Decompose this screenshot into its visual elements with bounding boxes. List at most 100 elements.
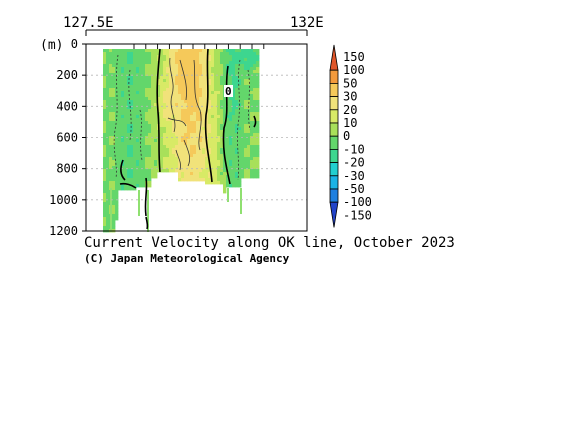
field-cell [136, 145, 140, 149]
field-cell [223, 115, 227, 119]
field-cell [253, 112, 257, 116]
field-cell [196, 97, 200, 101]
field-cell [253, 82, 257, 86]
field-cell [145, 64, 149, 68]
field-cell [157, 91, 161, 95]
field-cell [139, 94, 143, 98]
field-cell [115, 193, 119, 197]
field-column [110, 188, 112, 232]
field-cell [220, 79, 224, 83]
field-cell [223, 64, 227, 68]
field-cell [229, 157, 233, 161]
colorbar-label: 50 [343, 76, 357, 90]
field-cell [190, 88, 194, 92]
colorbar [329, 44, 339, 228]
field-cell [103, 193, 107, 197]
field-cell [133, 55, 137, 59]
field-cell [115, 214, 119, 218]
field-cell [109, 169, 113, 173]
field-cell [238, 82, 242, 86]
field-cell [238, 76, 242, 80]
field-cell [208, 127, 212, 131]
field-cell [214, 139, 218, 143]
field-cell [115, 112, 119, 116]
field-cell [142, 145, 146, 149]
field-cell [232, 73, 236, 77]
field-cell [136, 70, 140, 74]
field-cell [160, 70, 164, 74]
field-cell [145, 100, 149, 104]
field-cell [208, 58, 212, 62]
field-cell [103, 184, 107, 188]
field-cell [217, 127, 221, 131]
field-cell [103, 55, 107, 59]
field-cell [124, 169, 128, 173]
field-cell [196, 64, 200, 68]
field-cell [103, 100, 107, 104]
field-cell [232, 85, 236, 89]
field-cell [103, 82, 107, 86]
field-cell [112, 136, 116, 140]
field-cell [223, 139, 227, 143]
field-cell [190, 73, 194, 77]
field-cell [256, 76, 260, 80]
field-cell [148, 133, 152, 137]
field-cell [208, 61, 212, 65]
field-cell [226, 115, 230, 119]
field-cell [244, 130, 248, 134]
field-cell [199, 79, 203, 83]
field-cell [151, 124, 155, 128]
field-cell [178, 157, 182, 161]
field-cell [175, 130, 179, 134]
field-cell [196, 52, 200, 56]
field-cell [121, 121, 125, 125]
field-cell [232, 127, 236, 131]
field-cell [166, 52, 170, 56]
field-cell [250, 127, 254, 131]
field-cell [196, 82, 200, 86]
field-cell [157, 52, 161, 56]
field-cell [223, 67, 227, 71]
field-cell [151, 118, 155, 122]
field-cell [103, 118, 107, 122]
field-cell [154, 79, 158, 83]
field-cell [229, 184, 233, 188]
field-cell [124, 88, 128, 92]
field-cell [163, 118, 167, 122]
field-cell [139, 97, 143, 101]
field-cell [124, 166, 128, 170]
field-cell [244, 169, 248, 173]
field-cell [118, 187, 122, 191]
field-cell [181, 118, 185, 122]
field-cell [253, 136, 257, 140]
field-cell [190, 85, 194, 89]
field-cell [148, 79, 152, 83]
field-cell [217, 169, 221, 173]
field-cell [181, 124, 185, 128]
field-cell [160, 142, 164, 146]
field-cell [163, 142, 167, 146]
field-cell [244, 70, 248, 74]
field-cell [175, 97, 179, 101]
field-cell [103, 121, 107, 125]
field-cell [211, 175, 215, 179]
field-cell [178, 67, 182, 71]
field-cell [172, 64, 176, 68]
field-cell [172, 121, 176, 125]
field-cell [214, 118, 218, 122]
field-cell [250, 97, 254, 101]
field-cell [250, 169, 254, 173]
field-cell [106, 121, 110, 125]
field-cell [157, 76, 161, 80]
field-cell [253, 52, 257, 56]
field-cell [226, 76, 230, 80]
field-cell [253, 85, 257, 89]
field-cell [118, 145, 122, 149]
field-cell [229, 169, 233, 173]
field-cell [124, 151, 128, 155]
field-cell [103, 148, 107, 152]
field-cell [235, 76, 239, 80]
field-cell [145, 130, 149, 134]
field-cell [217, 52, 221, 56]
field-cell [109, 160, 113, 164]
